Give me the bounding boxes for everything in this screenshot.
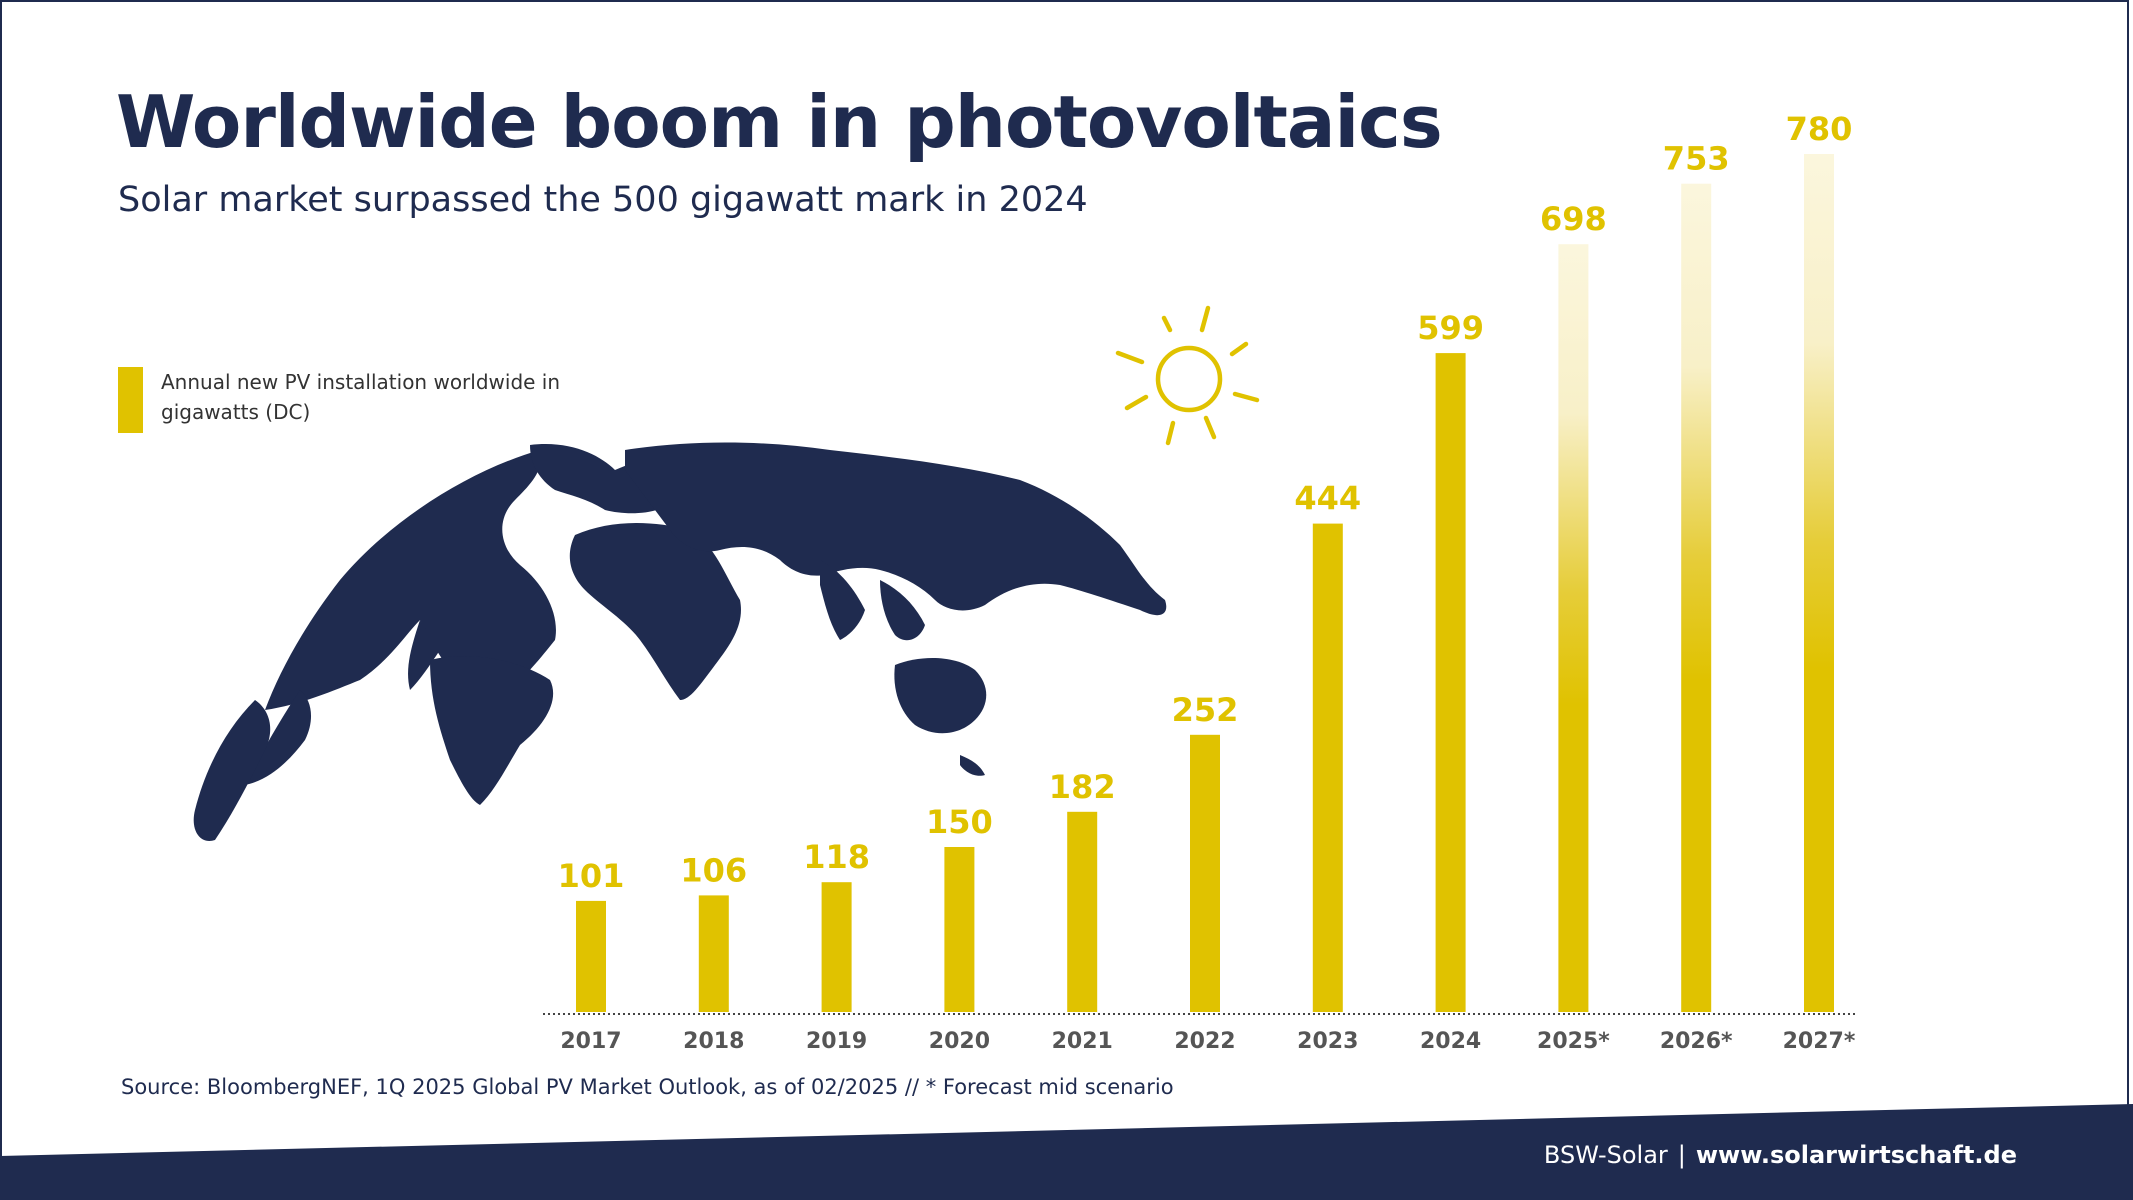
bar-2020	[944, 847, 975, 1012]
data-label-2021: 182	[1049, 768, 1116, 806]
tick-label-2018: 2018	[683, 1029, 744, 1054]
tick-label-2024: 2024	[1420, 1029, 1481, 1054]
data-label-2026-forecast: 753	[1663, 140, 1730, 178]
tick-label-2025-forecast: 2025*	[1537, 1029, 1610, 1054]
legend-label: Annual new PV installation worldwide in …	[161, 370, 561, 424]
data-label-2024: 599	[1417, 309, 1484, 347]
bar-2022	[1190, 734, 1220, 1012]
data-label-2020: 150	[926, 803, 993, 841]
tick-label-2026-forecast: 2026*	[1660, 1029, 1733, 1054]
data-label-2017: 101	[558, 857, 625, 895]
data-label-2022: 252	[1172, 691, 1239, 729]
bar-2019	[821, 882, 852, 1012]
footer-band	[0, 1104, 2133, 1200]
bars-group	[576, 154, 1834, 1013]
page-title: Worldwide boom in photovoltaics	[116, 80, 1443, 164]
footer-url[interactable]: www.solarwirtschaft.de	[1695, 1141, 2017, 1169]
page-subtitle: Solar market surpassed the 500 gigawatt …	[118, 180, 1088, 220]
bar-2021	[1067, 811, 1098, 1012]
bar-2017	[576, 900, 606, 1012]
bar-2024	[1435, 353, 1466, 1013]
footer-credit: BSW-Solar | www.solarwirtschaft.de	[1544, 1141, 2017, 1169]
data-labels-group: 101 106 118 150 182 252 444 599 698 753 780	[558, 110, 1853, 895]
data-label-2023: 444	[1294, 480, 1361, 518]
data-label-2027-forecast: 780	[1786, 110, 1853, 148]
legend-swatch	[118, 367, 143, 433]
footer-org: BSW-Solar	[1543, 1141, 1668, 1169]
source-note: Source: BloombergNEF, 1Q 2025 Global PV …	[121, 1075, 1174, 1099]
bar-2027-forecast	[1804, 154, 1834, 1012]
data-label-2019: 118	[803, 838, 870, 876]
tick-label-2017: 2017	[560, 1029, 621, 1054]
bar-2025-forecast	[1558, 244, 1589, 1012]
bar-2026-forecast	[1681, 183, 1712, 1012]
tick-label-2020: 2020	[929, 1029, 990, 1054]
data-label-2018: 106	[680, 851, 747, 889]
footer-separator: |	[1677, 1141, 1686, 1169]
tick-label-2027-forecast: 2027*	[1783, 1029, 1856, 1054]
data-label-2025-forecast: 698	[1540, 200, 1607, 238]
tick-labels-group: 2017 2018 2019 2020 2021 2022 2023 2024 2025* 202…	[560, 1029, 1855, 1054]
globe-map	[193, 442, 1167, 841]
bar-2018	[698, 895, 729, 1012]
bar-2023	[1312, 523, 1343, 1012]
legend: Annual new PV installation worldwide in …	[118, 367, 581, 433]
tick-label-2023: 2023	[1297, 1029, 1358, 1054]
tick-label-2021: 2021	[1052, 1029, 1113, 1054]
sun-icon	[1115, 305, 1260, 446]
tick-label-2022: 2022	[1174, 1029, 1235, 1054]
tick-label-2019: 2019	[806, 1029, 867, 1054]
